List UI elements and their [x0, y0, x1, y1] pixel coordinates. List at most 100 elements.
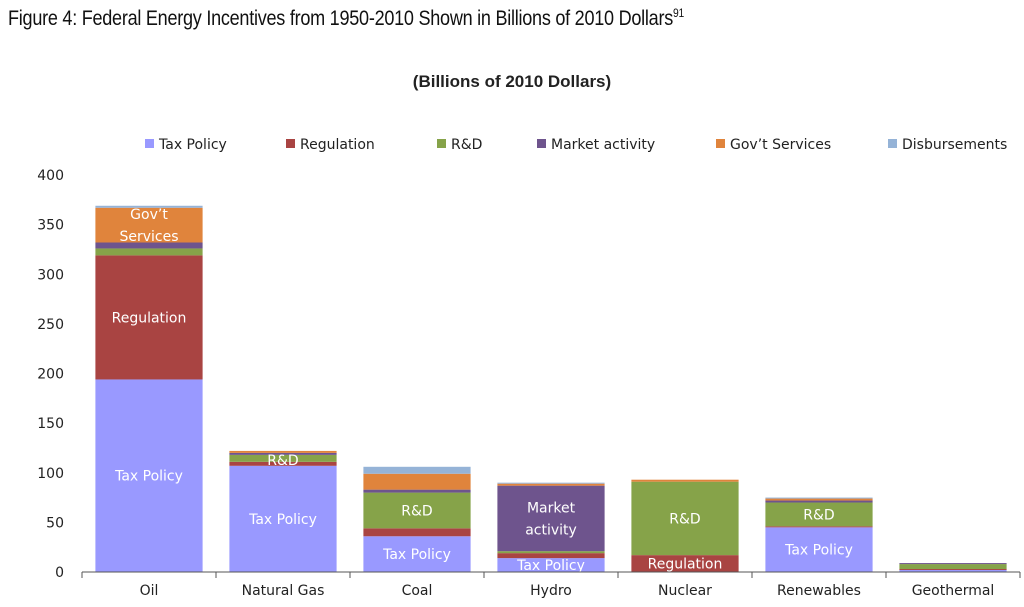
bar-segment-natural-gas-gov-t-services	[229, 450, 337, 453]
bar-stack-geothermal	[899, 563, 1007, 572]
bar-segment-oil-tax-policy	[95, 379, 203, 572]
bar-segment-renewables-r-d	[765, 502, 873, 527]
segment-label: R&D	[669, 511, 700, 527]
bar-segment-hydro-regulation	[497, 553, 605, 559]
legend-label: Disbursements	[902, 137, 1007, 153]
legend-label: Regulation	[300, 137, 375, 153]
bar-segment-hydro-disbursements	[497, 482, 605, 484]
legend-label: R&D	[451, 137, 482, 153]
legend-item-r-d: R&D	[437, 137, 482, 153]
bar-segment-natural-gas-tax-policy	[229, 465, 337, 572]
y-tick-label: 300	[37, 267, 64, 283]
y-tick-label: 400	[37, 168, 64, 184]
bar-segment-natural-gas-market-activity	[229, 452, 337, 455]
legend-swatch	[286, 139, 295, 148]
x-tick-label: Coal	[402, 583, 433, 599]
segment-label: Gov’t	[130, 207, 168, 223]
legend-label: Gov’t Services	[730, 137, 831, 153]
legend-item-regulation: Regulation	[286, 137, 375, 153]
bar-segment-oil-gov-t-services	[95, 207, 203, 243]
x-tick-label: Geothermal	[912, 583, 995, 599]
figure-title-text: Figure 4: Federal Energy Incentives from…	[8, 7, 673, 30]
bar-segment-oil-market-activity	[95, 242, 203, 249]
x-axis: Oil Natural Gas Coal Hydro Nuclear Renewables…	[81, 571, 1021, 599]
bar-segment-renewables-regulation	[765, 526, 873, 528]
bar-segment-coal-tax-policy	[363, 536, 471, 572]
segment-label: Tax Policy	[114, 469, 183, 485]
bar-segment-renewables-market-activity	[765, 500, 873, 503]
legend-item-tax-policy: Tax Policy	[145, 137, 227, 153]
legend-swatch	[888, 139, 897, 148]
bar-segment-oil-r-d	[95, 248, 203, 256]
bar-segment-hydro-r-d	[497, 551, 605, 554]
footnote-marker: 91	[672, 6, 684, 20]
bar-stack-nuclear: R&D Regulation	[631, 479, 739, 573]
bar-stack-oil: Gov’t Services Regulation Tax Policy	[95, 205, 203, 572]
bar-segment-hydro-market-activity	[497, 485, 605, 552]
y-tick-label: 150	[37, 416, 64, 432]
y-tick-label: 350	[37, 218, 64, 234]
segment-label: Tax Policy	[382, 547, 451, 563]
bar-segment-geothermal-regulation	[899, 569, 1007, 571]
legend-swatch	[537, 139, 546, 148]
bar-segment-coal-r-d	[363, 492, 471, 529]
bar-segment-renewables-gov-t-services	[765, 498, 873, 501]
legend-swatch	[437, 139, 446, 148]
figure-title: Figure 4: Federal Energy Incentives from…	[8, 6, 684, 31]
bar-segment-geothermal-r-d	[899, 564, 1007, 570]
segment-label: Tax Policy	[784, 543, 853, 559]
legend-swatch	[716, 139, 725, 148]
y-axis: 0 50 100 150 200 250 300 350 400	[37, 168, 64, 581]
bar-stack-coal: R&D Tax Policy	[363, 466, 471, 572]
legend-item-gov-t-services: Gov’t Services	[716, 137, 831, 153]
bar-segment-oil-regulation	[95, 255, 203, 380]
x-tick-label: Nuclear	[658, 583, 712, 599]
x-tick-label: Hydro	[530, 583, 572, 599]
bar-stack-renewables: R&D Tax Policy	[765, 497, 873, 572]
bar-segment-coal-market-activity	[363, 489, 471, 493]
bar-segment-renewables-disbursements	[765, 497, 873, 499]
y-tick-label: 50	[46, 515, 64, 531]
segment-label: activity	[525, 522, 577, 538]
bar-segment-hydro-gov-t-services	[497, 483, 605, 486]
y-tick-label: 200	[37, 367, 64, 383]
x-tick-label: Natural Gas	[242, 583, 325, 599]
y-tick-label: 250	[37, 317, 64, 333]
segment-label: Services	[119, 229, 178, 245]
legend-item-disbursements: Disbursements	[888, 137, 1007, 153]
segment-label: Tax Policy	[248, 512, 317, 528]
bar-segment-hydro-tax-policy	[497, 558, 605, 572]
segment-label: R&D	[267, 453, 298, 469]
bar-segment-coal-regulation	[363, 528, 471, 537]
legend-swatch	[145, 139, 154, 148]
bar-stack-natural-gas: R&D Tax Policy	[229, 450, 337, 572]
bar-segment-nuclear-regulation	[631, 555, 739, 572]
segment-label: Regulation	[648, 557, 723, 573]
legend-label: Market activity	[551, 137, 655, 153]
legend-label: Tax Policy	[158, 137, 227, 153]
segment-label: Regulation	[112, 310, 187, 326]
bar-segment-natural-gas-r-d	[229, 454, 337, 462]
x-tick-label: Oil	[140, 583, 159, 599]
segment-label: Tax Policy	[516, 558, 585, 574]
legend: Tax Policy Regulation R&D Market activity Go…	[145, 137, 1007, 153]
bar-segment-coal-gov-t-services	[363, 473, 471, 490]
bar-segment-nuclear-r-d	[631, 481, 739, 556]
x-tick-label: Renewables	[777, 583, 861, 599]
bar-segment-nuclear-gov-t-services	[631, 479, 739, 482]
bar-stack-hydro: Market activity Tax Policy	[497, 482, 605, 574]
legend-item-market-activity: Market activity	[537, 137, 655, 153]
bar-segment-geothermal-market-activity	[899, 563, 1007, 565]
bar-segment-coal-disbursements	[363, 466, 471, 474]
y-tick-label: 100	[37, 466, 64, 482]
chart-title: (Billions of 2010 Dollars)	[412, 72, 612, 91]
y-tick-label: 0	[55, 565, 64, 581]
bar-segment-renewables-tax-policy	[765, 527, 873, 572]
bar-segment-geothermal-tax-policy	[899, 570, 1007, 572]
segment-label: Market	[527, 500, 576, 516]
bar-segment-oil-disbursements	[95, 205, 203, 208]
segment-label: R&D	[401, 503, 432, 519]
bars: Gov’t Services Regulation Tax Policy R&D Tax …	[95, 205, 1007, 574]
bar-segment-natural-gas-regulation	[229, 461, 337, 466]
